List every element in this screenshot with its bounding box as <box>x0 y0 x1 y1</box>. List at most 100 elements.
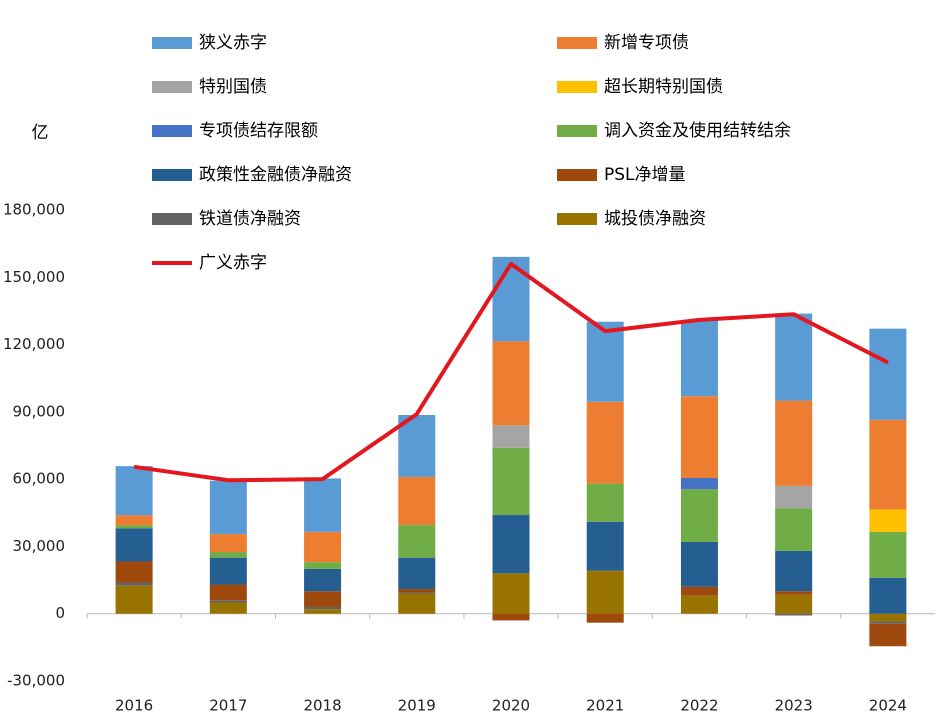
bar-segment <box>209 602 247 614</box>
bar-segment <box>304 478 342 532</box>
bar-segment <box>492 425 530 448</box>
bar-segment <box>209 552 247 558</box>
bar-segment <box>115 515 153 526</box>
x-tick-label: 2023 <box>775 697 813 715</box>
legend-label: 政策性金融债净融资 <box>199 165 352 185</box>
legend-swatch <box>152 125 192 137</box>
legend-label: 广义赤字 <box>199 253 267 273</box>
legend-swatch <box>152 213 192 225</box>
bar-segment <box>680 320 718 397</box>
bar-segment <box>398 525 436 558</box>
x-tick-label: 2022 <box>680 697 718 715</box>
x-tick-label: 2024 <box>869 697 907 715</box>
legend-label: 新增专项债 <box>604 33 689 53</box>
legend-swatch <box>152 37 192 49</box>
bar-segment <box>775 313 813 401</box>
bar-segment <box>492 613 530 621</box>
bar-segment <box>586 483 624 522</box>
y-tick-label: 60,000 <box>13 470 66 488</box>
bar-segment <box>304 606 342 610</box>
bar-segment <box>586 321 624 402</box>
bar-segment <box>209 534 247 553</box>
bar-segment <box>869 419 907 510</box>
y-tick-label: 0 <box>55 604 65 622</box>
bar-segment <box>775 400 813 486</box>
bar-segment <box>586 401 624 484</box>
bar-segment <box>304 562 342 569</box>
legend-label: 狭义赤字 <box>199 33 267 53</box>
bar-segment <box>680 489 718 542</box>
bar-segment <box>304 609 342 614</box>
bar-segment <box>492 447 530 516</box>
bar-segment <box>680 478 718 490</box>
bar-segment <box>586 613 624 623</box>
bar-segment <box>398 589 436 593</box>
bar-segment <box>869 531 907 578</box>
legend-label: 调入资金及使用结转结余 <box>604 120 791 141</box>
bar-segment <box>869 509 907 532</box>
y-tick-label: -30,000 <box>7 672 65 690</box>
x-tick-label: 2019 <box>398 697 436 715</box>
legend-swatch <box>152 169 192 181</box>
x-tick-label: 2020 <box>492 697 530 715</box>
bar-segment <box>115 585 153 614</box>
y-tick-label: 150,000 <box>3 268 65 286</box>
bar-segment <box>115 528 153 562</box>
bar-segment <box>492 515 530 574</box>
bar-segment <box>304 591 342 607</box>
legend-label: 超长期特别国债 <box>604 77 723 97</box>
bar-segment <box>492 341 530 426</box>
legend-swatch <box>557 37 597 49</box>
x-tick-label: 2016 <box>115 697 153 715</box>
legend-swatch <box>557 81 597 93</box>
bar-segment <box>115 582 153 586</box>
bar-segment <box>680 595 718 614</box>
x-tick-label: 2018 <box>303 697 341 715</box>
line-series <box>133 261 889 483</box>
legend-swatch <box>557 169 597 181</box>
legend-label: PSL净增量 <box>604 165 686 185</box>
bar-segment <box>586 521 624 570</box>
bar-segment <box>398 414 436 477</box>
legend-label: 特别国债 <box>199 77 267 97</box>
bar-segment <box>492 573 530 614</box>
bar-segment <box>304 568 342 592</box>
bar-segment <box>398 557 436 590</box>
y-tick-label: 30,000 <box>13 537 66 555</box>
x-tick-label: 2021 <box>586 697 624 715</box>
legend-label: 铁道债净融资 <box>199 209 301 229</box>
bar-segment <box>775 594 813 614</box>
y-tick-label: 120,000 <box>3 335 65 353</box>
bar-segment <box>586 571 624 614</box>
legend-swatch <box>152 81 192 93</box>
bar-segment <box>869 613 907 622</box>
legend-label: 专项债结存限额 <box>199 121 318 141</box>
bar-segment <box>775 613 813 616</box>
y-tick-label: 90,000 <box>13 402 66 420</box>
bar-segment <box>398 476 436 526</box>
bar-segment <box>492 256 530 342</box>
y-tick-label: 180,000 <box>3 201 65 219</box>
bar-segment <box>398 593 436 614</box>
bar-segment <box>869 621 907 624</box>
bar-segment <box>680 586 718 596</box>
y-axis-label: 亿 <box>32 123 49 143</box>
bar-segment <box>115 525 153 529</box>
bar-segment <box>209 600 247 603</box>
bar-segment <box>586 569 624 572</box>
legend-swatch <box>557 125 597 137</box>
bar-segment <box>775 550 813 592</box>
bar-segment <box>775 591 813 595</box>
bar-segment <box>869 328 907 420</box>
bar-segment <box>680 541 718 587</box>
bar-segment <box>209 584 247 601</box>
bar-segment <box>304 531 342 563</box>
legend-label: 城投债净融资 <box>604 209 706 229</box>
bar-segment <box>680 396 718 479</box>
bar-segment <box>115 466 153 516</box>
bar-segment <box>775 508 813 551</box>
bar-segment <box>209 480 247 535</box>
bar-segment <box>115 561 153 583</box>
legend-swatch <box>557 213 597 225</box>
